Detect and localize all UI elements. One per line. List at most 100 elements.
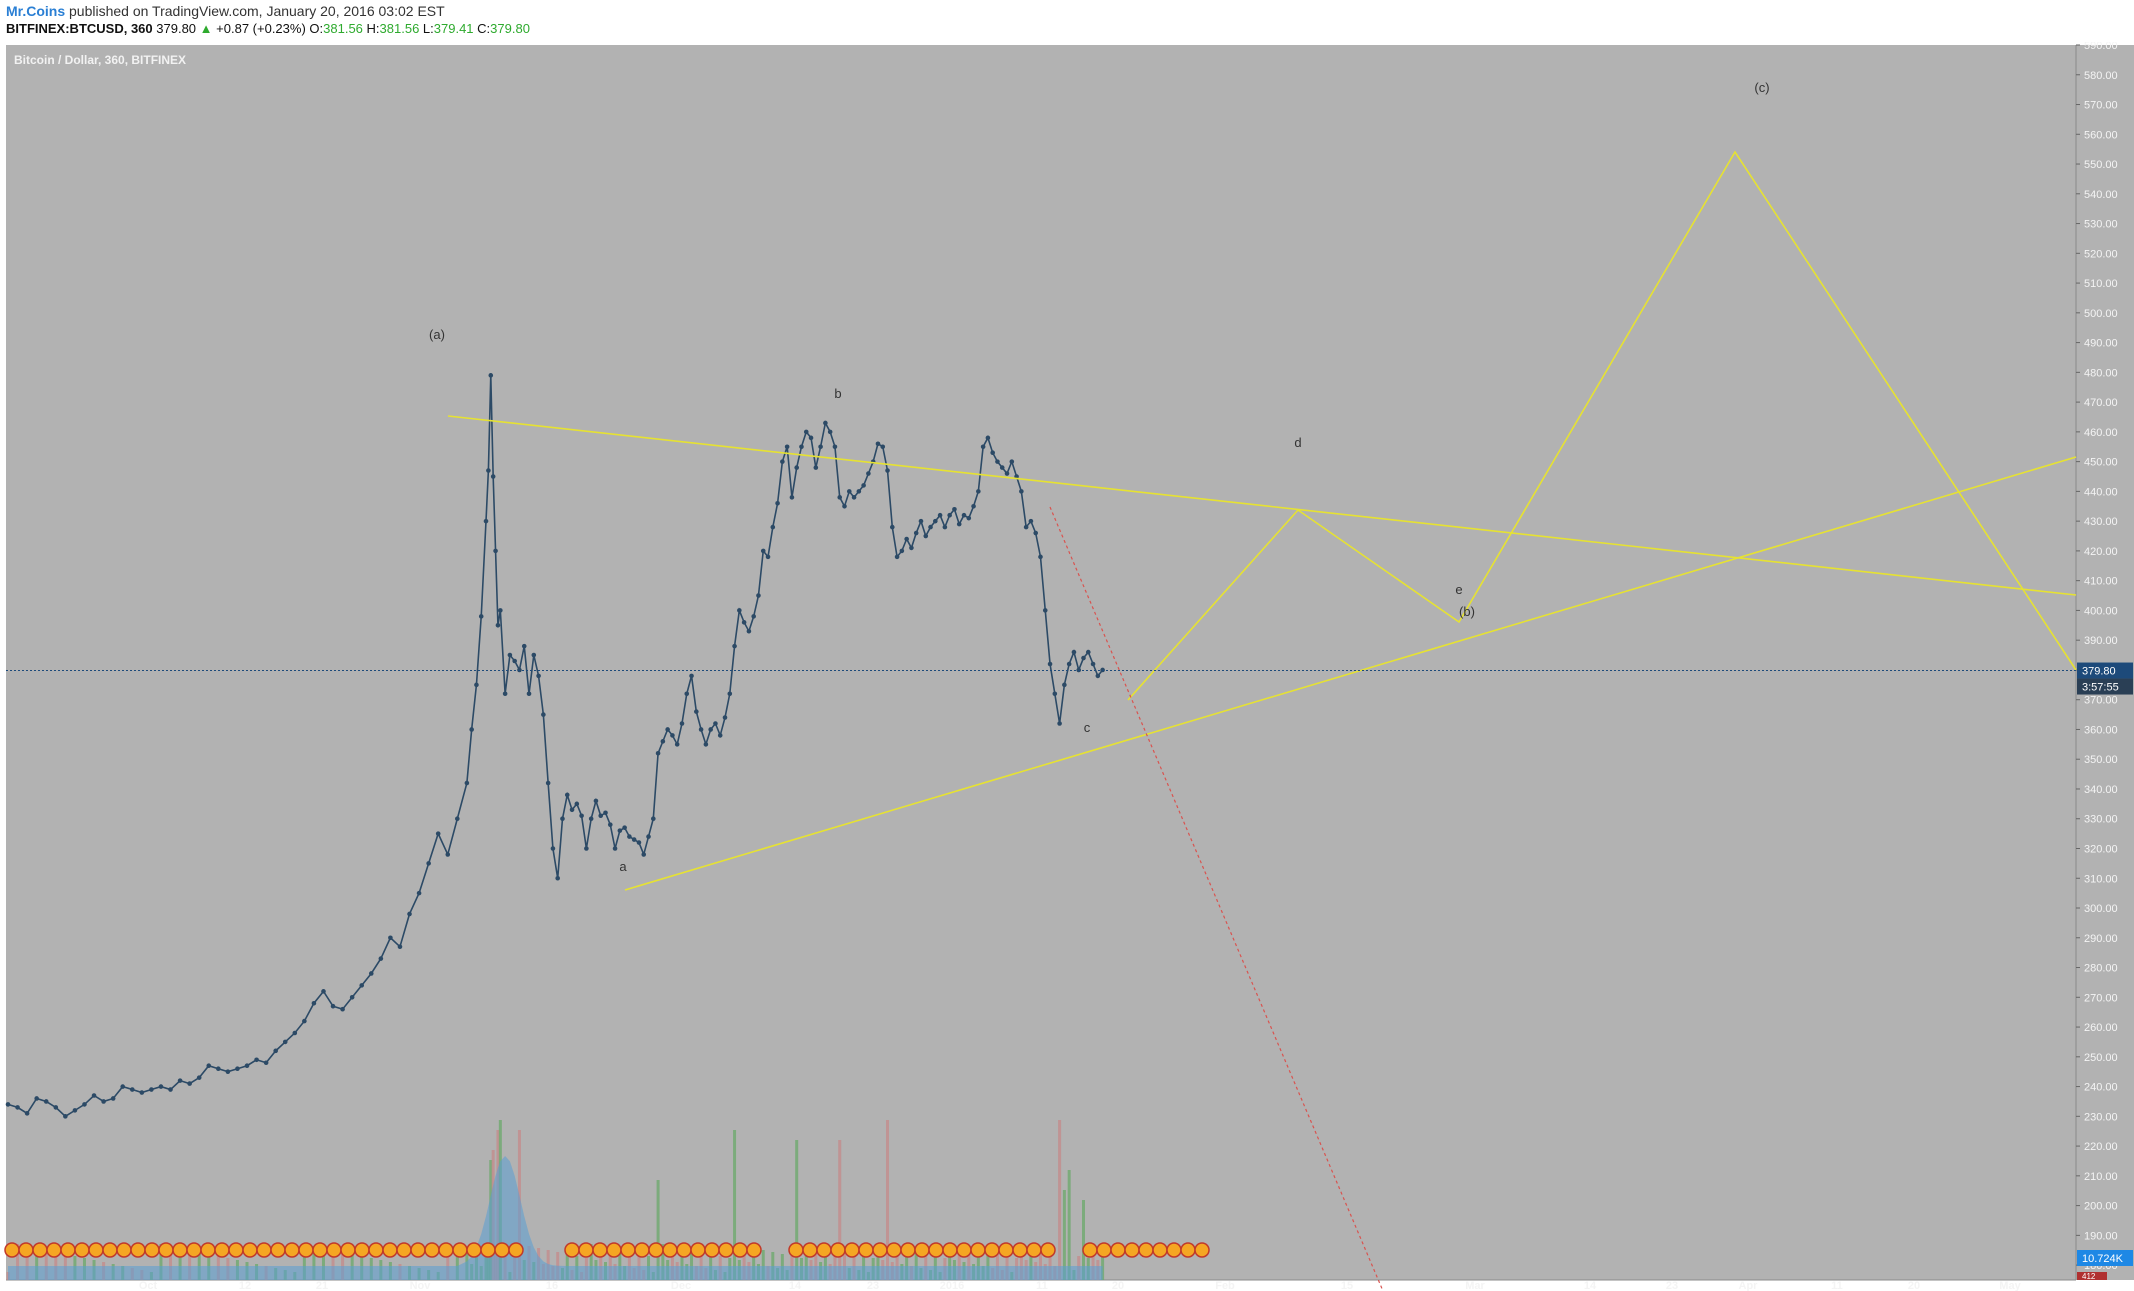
event-marker [452,1242,468,1258]
price-point [584,846,589,851]
price-point [536,673,541,679]
price-point [890,524,895,530]
volume-bar [169,1246,173,1280]
price-point [1090,661,1096,667]
price-point [206,1063,212,1069]
price-point [1004,471,1010,476]
low-label: L: [422,21,434,36]
y-tick-label: 200.00 [2084,1201,2118,1213]
price-point [923,533,929,539]
x-tick-label: May [1999,1280,2021,1291]
price-point [689,673,694,679]
price-point [784,444,790,450]
y-tick-label: 280.00 [2084,963,2118,975]
price-point [1081,655,1086,661]
price-chart[interactable]: 180.00190.00200.00210.00220.00230.00240.… [0,42,2134,1291]
price-point [961,512,967,518]
volume-small-label: 412 [2082,1272,2096,1281]
price-point [947,512,952,518]
event-marker [648,1242,664,1258]
author-link[interactable]: Mr.Coins [6,3,66,19]
price-point [1038,554,1043,560]
close-value: 379.80 [490,21,530,36]
event-marker [676,1242,692,1258]
event-marker [466,1242,482,1258]
event-marker [662,1242,678,1258]
volume-bar [976,1250,980,1280]
price-point [636,840,642,845]
event-marker [312,1242,328,1258]
volume-badge [2077,1250,2133,1266]
y-tick-label: 210.00 [2084,1171,2118,1183]
event-marker [480,1242,496,1258]
price-point [1100,667,1105,673]
price-point [72,1108,78,1113]
y-tick-label: 440.00 [2084,486,2118,498]
event-marker [340,1242,356,1258]
price-point [880,444,886,450]
price-axis-panel [2076,45,2134,1280]
price-point [976,489,981,494]
event-marker [1040,1242,1056,1258]
y-tick-label: 450.00 [2084,457,2118,469]
price-point [292,1030,298,1036]
event-marker [74,1242,90,1258]
price-point [1019,489,1024,494]
y-tick-label: 370.00 [2084,695,2118,707]
volume-bar [44,1250,48,1280]
y-tick-label: 590.00 [2084,42,2118,52]
volume-bar [35,1248,39,1280]
wave-label: (a) [429,327,445,342]
volume-small-badge [2077,1272,2107,1280]
price-point [254,1057,259,1063]
price-point [727,691,733,697]
price-point [445,852,451,857]
price-point [1076,667,1082,673]
price-point [885,468,890,473]
x-tick-label: 23 [1666,1280,1678,1291]
plot-area [6,45,2076,1280]
y-tick-label: 500.00 [2084,308,2118,320]
price-point [225,1069,231,1074]
high-value: 381.56 [379,21,420,36]
price-point [507,652,513,658]
price-point [196,1075,202,1080]
y-tick-label: 480.00 [2084,367,2118,379]
volume-bar [1019,1244,1023,1280]
event-marker [844,1242,860,1258]
event-marker [942,1242,958,1258]
y-tick-label: 240.00 [2084,1082,2118,1094]
price-point [302,1018,307,1024]
event-markers [4,1242,1210,1258]
price-point [82,1102,87,1107]
event-marker [32,1242,48,1258]
y-tick-label: 540.00 [2084,189,2118,201]
price-point [760,548,766,554]
y-tick-label: 300.00 [2084,903,2118,915]
event-marker [1124,1242,1140,1258]
x-tick-label: 20 [1112,1280,1124,1291]
event-marker [620,1242,636,1258]
price-point [216,1066,221,1072]
price-point [665,727,670,732]
event-marker [830,1242,846,1258]
y-tick-label: 270.00 [2084,992,2118,1004]
x-tick-label: Nov [410,1280,432,1291]
wave-label: (b) [1459,604,1475,619]
price-point [708,727,713,732]
price-point [832,444,838,450]
event-marker [396,1242,412,1258]
event-marker [46,1242,62,1258]
y-tick-label: 260.00 [2084,1022,2118,1034]
x-tick-label: 2016 [940,1280,964,1291]
price-point [588,816,594,822]
price-point [43,1099,49,1104]
price-point [631,837,637,842]
price-point [512,658,517,664]
price-point [612,846,618,851]
price-point [808,435,814,441]
price-point [478,614,484,619]
price-point [359,983,365,988]
event-marker [928,1242,944,1258]
volume-bar [742,1246,746,1280]
